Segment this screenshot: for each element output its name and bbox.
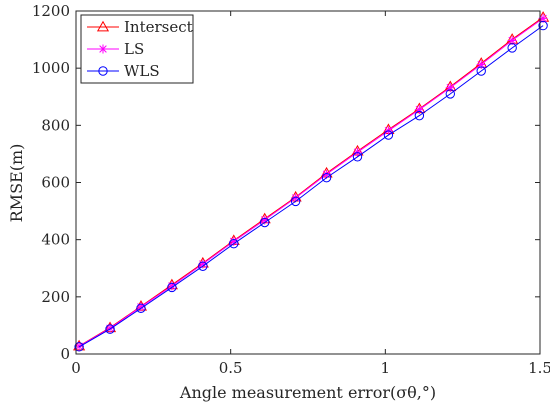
data-point-wls [538,20,548,31]
data-point-wls [290,196,301,207]
data-point-ls [507,35,517,45]
data-point-wls [414,110,425,121]
legend-label: Intersect [124,18,193,36]
data-point-wls [229,238,239,249]
data-point-ls [445,83,455,93]
legend-label: WLS [124,62,160,80]
legend-item-ls: LS [87,40,144,58]
legend-item-intersect: Intersect [87,18,193,36]
y-tick-label: 400 [41,231,70,249]
data-point-wls [352,152,363,162]
y-tick-label: 200 [41,288,70,306]
data-point-ls [260,215,270,225]
x-axis-label: Angle measurement error(σθ,°) [179,383,436,402]
legend-marker-intersect [96,20,110,32]
series-layer [73,11,550,352]
y-tick-label: 800 [41,116,70,134]
legend: Intersect LS WLS [80,14,194,84]
y-tick-label: 600 [41,174,70,192]
data-point-wls [259,217,270,228]
data-point-wls [198,261,208,271]
data-point-ls [167,281,177,291]
data-point-ls [74,341,84,351]
data-point-ls [105,323,115,333]
data-point-wls [74,342,84,352]
data-point-wls [136,303,146,313]
data-point-wls [507,43,517,53]
data-point-ls [414,105,424,115]
y-tick-label: 1000 [32,59,70,77]
x-tick-label: 1 [381,359,391,377]
axes-layer: 0 0.5 1 1.5 0 200 400 600 800 1000 1200 [32,2,550,377]
data-point-wls [105,324,115,334]
data-point-ls [198,259,208,269]
x-tick-label: 1.5 [528,359,550,377]
legend-marker-wls [98,66,108,76]
series-ls [74,13,548,351]
data-point-wls [476,66,486,76]
data-point-ls [476,59,486,69]
data-point-ls [291,193,301,203]
data-point-ls [229,236,239,246]
y-tick-label: 0 [60,345,70,363]
data-point-ls [538,13,548,23]
legend-marker-ls [98,44,108,54]
x-tick-label: 0.5 [219,359,243,377]
data-point-wls [321,172,332,183]
x-tick-label: 0 [71,359,81,377]
legend-item-wls: WLS [87,62,160,80]
data-point-wls [383,130,394,140]
data-point-ls [136,302,146,312]
legend-label: LS [124,40,144,58]
y-axis-label: RMSE(m) [7,144,26,223]
data-point-wls [167,282,177,293]
series-line-intersect [78,16,544,347]
y-tick-label: 1200 [32,2,70,20]
series-line-wls [78,25,544,348]
data-point-wls [445,89,455,99]
series-line-ls [78,17,544,347]
series-wls [74,20,548,352]
data-point-ls [322,169,332,179]
